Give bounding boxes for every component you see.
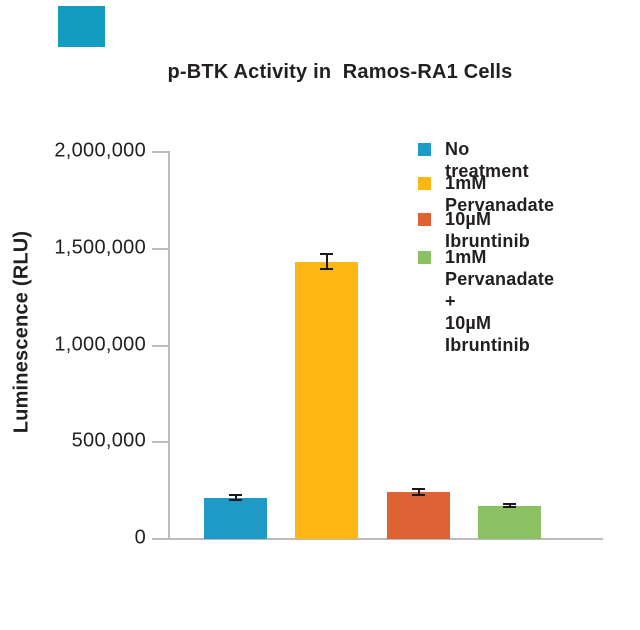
error-bar-cap bbox=[320, 252, 333, 255]
error-bar bbox=[417, 488, 420, 495]
y-tick-mark bbox=[152, 538, 169, 540]
legend-swatch bbox=[418, 212, 431, 226]
y-tick-mark bbox=[152, 441, 169, 444]
y-axis-line bbox=[168, 151, 170, 540]
bar-0 bbox=[204, 497, 267, 539]
legend-swatch bbox=[418, 142, 431, 156]
y-tick-label: 2,000,000 bbox=[54, 139, 146, 162]
legend-label: 1mM Pervanadate bbox=[445, 173, 555, 215]
error-bar-cap bbox=[412, 493, 425, 496]
error-bar-cap bbox=[229, 494, 242, 497]
legend-label: 10µM Ibruntinib bbox=[445, 209, 530, 251]
error-bar-cap bbox=[229, 499, 242, 502]
y-tick-mark bbox=[152, 151, 169, 153]
legend-swatch bbox=[418, 176, 431, 190]
legend-label: No treatment bbox=[445, 139, 529, 181]
y-tick-mark bbox=[152, 247, 169, 250]
error-bar-cap bbox=[412, 487, 425, 490]
bar-2 bbox=[387, 491, 450, 539]
legend-swatch bbox=[418, 250, 431, 264]
y-tick-label: 1,000,000 bbox=[54, 332, 146, 355]
legend-label: 1mM Pervanadate + 10µM Ibruntinib bbox=[445, 247, 555, 355]
y-tick-label: 500,000 bbox=[71, 429, 146, 452]
error-bar bbox=[325, 253, 328, 270]
bar-3 bbox=[478, 505, 541, 539]
chart-title: p-BTK Activity in Ramos-RA1 Cells bbox=[167, 61, 513, 83]
error-bar-cap bbox=[503, 502, 516, 505]
error-bar bbox=[234, 495, 237, 501]
error-bar bbox=[508, 503, 511, 508]
brand-square bbox=[58, 6, 105, 47]
y-tick-mark bbox=[152, 344, 169, 347]
error-bar-cap bbox=[320, 268, 333, 271]
y-tick-label: 1,500,000 bbox=[54, 236, 146, 259]
x-axis-line bbox=[152, 538, 603, 540]
error-bar-cap bbox=[503, 506, 516, 509]
y-tick-label: 0 bbox=[134, 526, 146, 549]
bar-1 bbox=[295, 261, 358, 539]
